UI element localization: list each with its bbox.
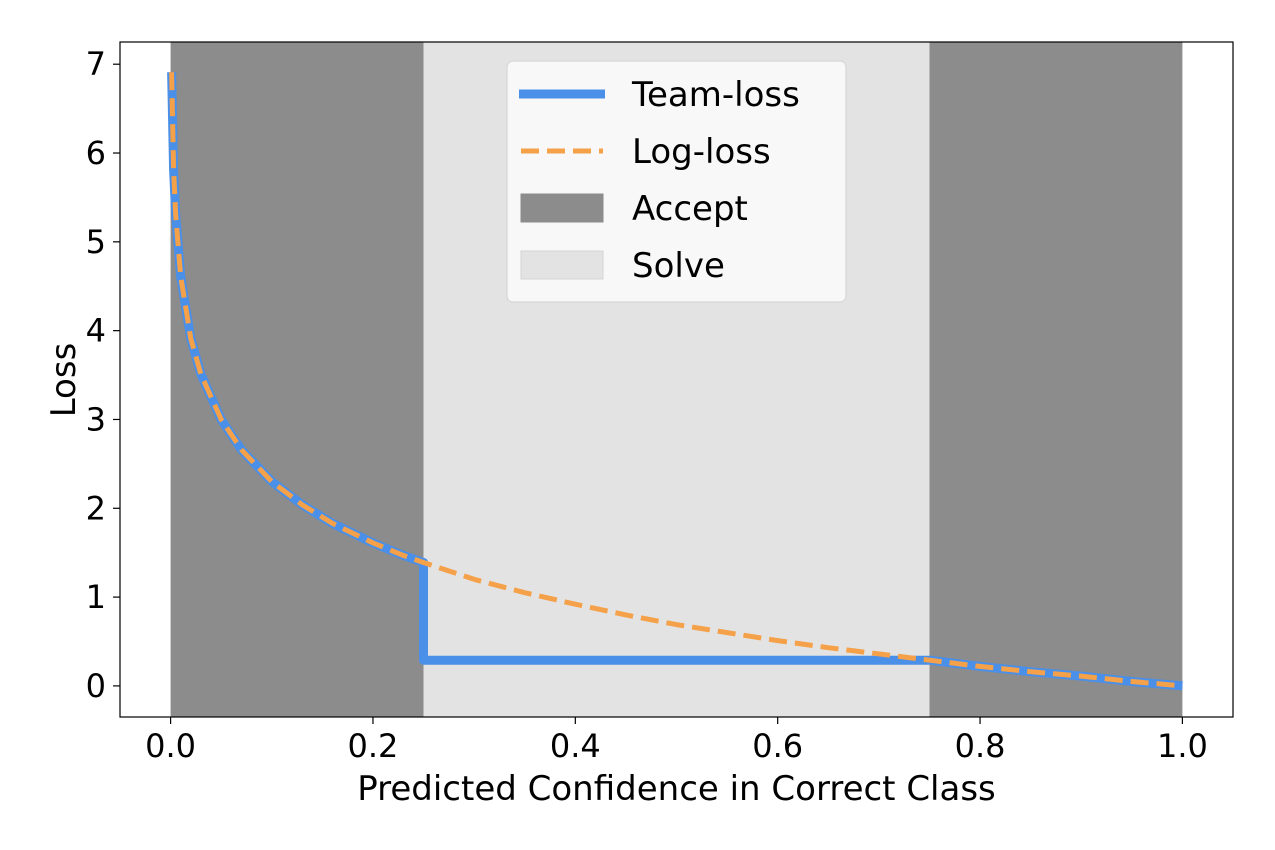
legend-label-log-loss: Log-loss: [632, 132, 771, 172]
y-tick-label: 6: [86, 134, 106, 172]
y-axis: 0 1 2 3 4 5 6 7: [86, 45, 120, 705]
y-tick-label: 2: [86, 489, 106, 527]
y-tick-label: 4: [86, 312, 106, 350]
region-accept: [170, 42, 424, 717]
x-axis: 0.0 0.2 0.4 0.6 0.8 1.0: [145, 717, 1208, 765]
legend-label-solve: Solve: [632, 246, 725, 286]
legend-label-accept: Accept: [632, 189, 748, 229]
legend-box: [506, 60, 847, 303]
legend-swatch-accept: [520, 193, 604, 223]
y-tick-label: 7: [86, 45, 106, 83]
y-tick-label: 0: [86, 667, 106, 705]
plot-frame: [119, 41, 1234, 718]
y-tick-label: 3: [86, 400, 106, 438]
legend-label-team-loss: Team-loss: [631, 75, 800, 115]
x-tick-label: 0.6: [752, 727, 803, 765]
region-accept: [929, 42, 1183, 717]
x-tick-label: 1.0: [1157, 727, 1208, 765]
x-tick-label: 0.0: [145, 727, 196, 765]
x-tick-label: 0.2: [348, 727, 399, 765]
x-tick-label: 0.8: [955, 727, 1006, 765]
y-axis-title: Loss: [44, 343, 84, 418]
legend: Team-loss Log-loss Accept Solve: [506, 60, 847, 303]
legend-swatch-solve: [520, 250, 604, 280]
x-tick-label: 0.4: [550, 727, 601, 765]
y-tick-label: 1: [86, 578, 106, 616]
y-tick-label: 5: [86, 223, 106, 261]
x-axis-title: Predicted Confidence in Correct Class: [357, 769, 996, 809]
series-line-log-loss: [169, 72, 1183, 689]
series-layer: [167, 72, 1183, 691]
